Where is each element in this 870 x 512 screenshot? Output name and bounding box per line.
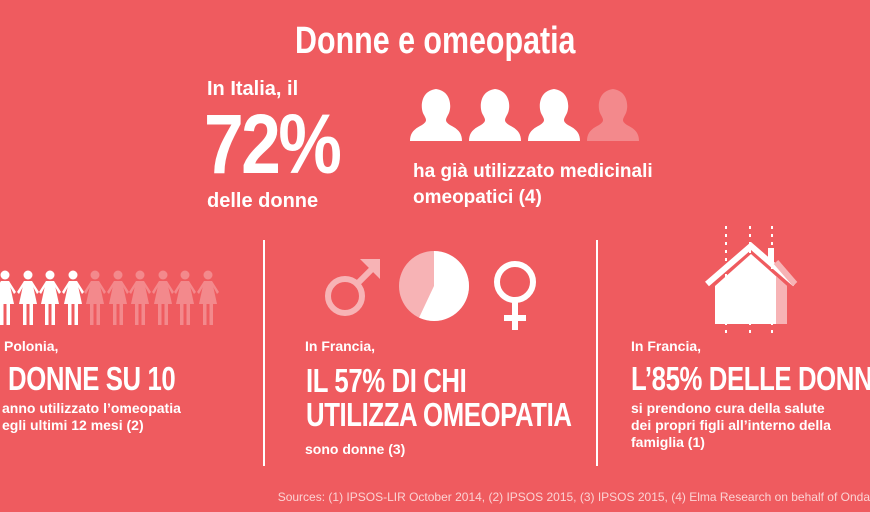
poland-intro: Polonia, xyxy=(4,338,59,354)
pie-slice-women xyxy=(419,251,469,321)
woman-figure-icon xyxy=(152,270,174,326)
woman-figure-icon xyxy=(174,270,196,326)
woman-figure-icon xyxy=(62,270,84,326)
woman-figure-icon xyxy=(129,270,151,326)
france-care-headline: L’85% DELLE DONNE xyxy=(631,360,870,397)
poland-headline: DONNE SU 10 xyxy=(8,360,176,397)
italy-intro: In Italia, il xyxy=(207,78,299,100)
woman-figure-icon xyxy=(84,270,106,326)
france-users-desc: sono donne (3) xyxy=(305,441,406,457)
france-users-headline-line2: UTILIZZA OMEOPATIA xyxy=(306,396,572,433)
france-care-desc-line2: dei propri figli all’interno della xyxy=(631,417,831,433)
page-title: Donne e omeopatia xyxy=(294,20,576,62)
divider xyxy=(263,240,265,466)
woman-figure-icon xyxy=(0,270,16,326)
woman-figure-icon xyxy=(39,270,61,326)
woman-head-icon xyxy=(469,85,521,141)
france-care-intro: In Francia, xyxy=(631,338,702,354)
woman-figure-icon xyxy=(197,270,219,326)
women-share-pie-chart xyxy=(399,251,469,321)
female-symbol-icon xyxy=(494,261,536,330)
woman-figure-icon xyxy=(107,270,129,326)
france-care-desc-line1: si prendono cura della salute xyxy=(631,400,825,416)
france-care-desc-line3: famiglia (1) xyxy=(631,434,705,450)
italy-percent: 72% xyxy=(204,97,342,191)
women-heads-icons xyxy=(410,85,650,141)
woman-head-icon xyxy=(528,85,580,141)
france-users-intro: In Francia, xyxy=(305,338,376,354)
italy-subject: delle donne xyxy=(207,190,319,212)
sources-footnote: Sources: (1) IPSOS-LIR October 2014, (2)… xyxy=(277,490,870,504)
women-figures-icons xyxy=(0,270,224,326)
woman-head-icon xyxy=(410,85,462,141)
woman-head-icon xyxy=(587,85,639,141)
france-users-headline-line1: IL 57% DI CHI xyxy=(306,362,467,399)
italy-desc-line2: omeopatici (4) xyxy=(413,187,542,208)
house-icon xyxy=(705,226,798,338)
poland-desc-line2: egli ultimi 12 mesi (2) xyxy=(2,417,144,433)
divider xyxy=(596,240,598,466)
italy-desc-line1: ha già utilizzato medicinali xyxy=(413,161,653,182)
poland-desc-line1: anno utilizzato l’omeopatia xyxy=(2,400,181,416)
woman-figure-icon xyxy=(17,270,39,326)
male-symbol-icon xyxy=(325,259,380,316)
